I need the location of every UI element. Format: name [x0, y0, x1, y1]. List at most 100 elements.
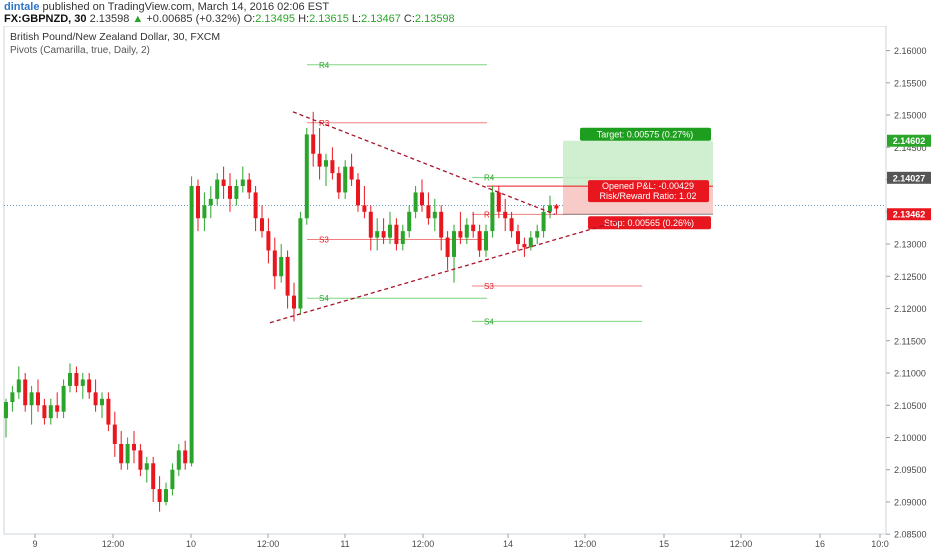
- candle-body: [452, 231, 456, 257]
- candle-body: [260, 218, 264, 232]
- chart-canvas[interactable]: British Pound/New Zealand Dollar, 30, FX…: [0, 26, 932, 550]
- candle-body: [311, 134, 316, 154]
- candle-body: [112, 424, 117, 444]
- candle-body: [36, 392, 40, 406]
- candle-body: [61, 385, 66, 412]
- x-tick-label: 12:00: [574, 539, 597, 549]
- candle-body: [330, 160, 335, 174]
- symbol-line: FX:GBPNZD, 30 2.13598 ▲ +0.00685 (+0.32%…: [4, 13, 455, 25]
- candle-body: [132, 443, 136, 451]
- candle-body: [100, 398, 104, 406]
- change-arrow-icon: ▲: [132, 13, 144, 25]
- candle-body: [490, 192, 495, 232]
- y-tick-label: 2.14500: [894, 143, 927, 153]
- indicator-title[interactable]: Pivots (Camarilla, true, Daily, 2): [10, 45, 150, 56]
- candle-body: [68, 373, 72, 386]
- candle-body: [157, 489, 162, 502]
- candle-body: [458, 231, 463, 238]
- price-labels: 2.14602 2.14027 2.13462: [887, 134, 931, 221]
- candle-body: [509, 218, 514, 232]
- candle-body: [375, 231, 380, 238]
- candle-body: [228, 185, 232, 199]
- rr-label: Risk/Reward Ratio: 1.02: [599, 191, 696, 201]
- candle-body: [10, 392, 15, 403]
- last-price: 2.13598: [89, 13, 130, 25]
- candle-body: [535, 231, 540, 238]
- x-tick-label: 15: [659, 539, 669, 549]
- pnl-box: [588, 180, 709, 203]
- x-tick-label: 12:00: [257, 539, 280, 549]
- candle-body: [349, 166, 354, 180]
- publish-line: dintale published on TradingView.com, Ma…: [4, 1, 329, 13]
- candle-body: [381, 231, 386, 238]
- ohlc-low-label: L:: [351, 13, 362, 25]
- y-tick-label: 2.16000: [894, 46, 927, 56]
- pivot-label: S4: [319, 294, 329, 303]
- candle-body: [189, 185, 194, 464]
- author-link[interactable]: dintale: [4, 1, 40, 13]
- candle-body: [356, 179, 360, 206]
- y-tick-label: 2.15000: [894, 111, 927, 121]
- y-axis[interactable]: 2.160002.155002.150002.145002.140002.135…: [886, 46, 927, 540]
- stop-box: [588, 216, 711, 230]
- candle-body: [151, 463, 156, 490]
- candle-body: [528, 237, 533, 248]
- x-tick-label: 9: [32, 539, 37, 549]
- plot-border: [3, 26, 887, 535]
- candle-body: [266, 231, 271, 251]
- candles: [4, 111, 559, 512]
- x-tick-label: 12:00: [102, 539, 125, 549]
- candle-body: [55, 405, 60, 412]
- y-tick-label: 2.08500: [894, 530, 927, 540]
- lower-trendline: [269, 220, 621, 324]
- candle-body: [471, 224, 476, 232]
- triangle-trendlines[interactable]: [269, 111, 621, 324]
- candle-body: [221, 179, 226, 186]
- y-tick-label: 2.10000: [894, 433, 927, 443]
- y-tick-label: 2.13000: [894, 240, 927, 250]
- pivot-label: S3: [319, 236, 329, 245]
- y-tick-label: 2.11000: [894, 369, 926, 379]
- candle-body: [240, 179, 245, 186]
- ohlc-close-value: 2.13598: [414, 13, 455, 25]
- candle-body: [445, 237, 450, 257]
- candle-body: [304, 134, 309, 219]
- price-tag-label: 2.13462: [893, 210, 926, 220]
- ohlc-open-value: 2.13495: [255, 13, 295, 25]
- x-tick-label: 12:00: [412, 539, 435, 549]
- candle-body: [93, 392, 98, 406]
- candle-body: [247, 179, 252, 193]
- candle-body: [29, 392, 34, 406]
- pivot-label: R4: [319, 61, 330, 70]
- pivot-label: S3: [484, 282, 494, 291]
- candle-body: [420, 192, 424, 206]
- candle-body: [400, 231, 405, 245]
- target-label: Target: 0.00575 (0.27%): [597, 130, 694, 140]
- candle-body: [48, 405, 53, 419]
- y-tick-label: 2.12000: [894, 304, 927, 314]
- x-axis[interactable]: 9 12:00 10 12:00 11 12:00 14 12:00 15 12:00 16 10:0: [32, 534, 889, 549]
- published-text: published on TradingView.com, March 14, …: [39, 1, 330, 13]
- ohlc-close-label: C:: [403, 13, 415, 25]
- symbol[interactable]: FX:GBPNZD, 30: [4, 13, 87, 25]
- candle-body: [317, 153, 322, 167]
- candle-body: [477, 231, 482, 251]
- candle-body: [74, 373, 79, 386]
- candle-body: [432, 211, 437, 219]
- candle-body: [16, 379, 21, 393]
- long-position-tool[interactable]: Target: 0.00575 (0.27%) Opened P&L: -0.00…: [487, 127, 713, 230]
- candle-body: [298, 218, 303, 309]
- target-box: [580, 127, 711, 141]
- x-tick-label: 12:00: [730, 539, 753, 549]
- x-tick-label: 10: [186, 539, 196, 549]
- candle-body: [516, 231, 520, 245]
- candle-body: [87, 379, 92, 393]
- candle-body: [484, 231, 488, 251]
- candle-body: [138, 450, 143, 470]
- x-tick-label: 10:0: [871, 539, 889, 549]
- candle-body: [343, 166, 348, 193]
- candle-body: [388, 224, 392, 238]
- candle-body: [164, 489, 168, 502]
- candle-body: [144, 463, 149, 470]
- candle-body: [176, 450, 181, 470]
